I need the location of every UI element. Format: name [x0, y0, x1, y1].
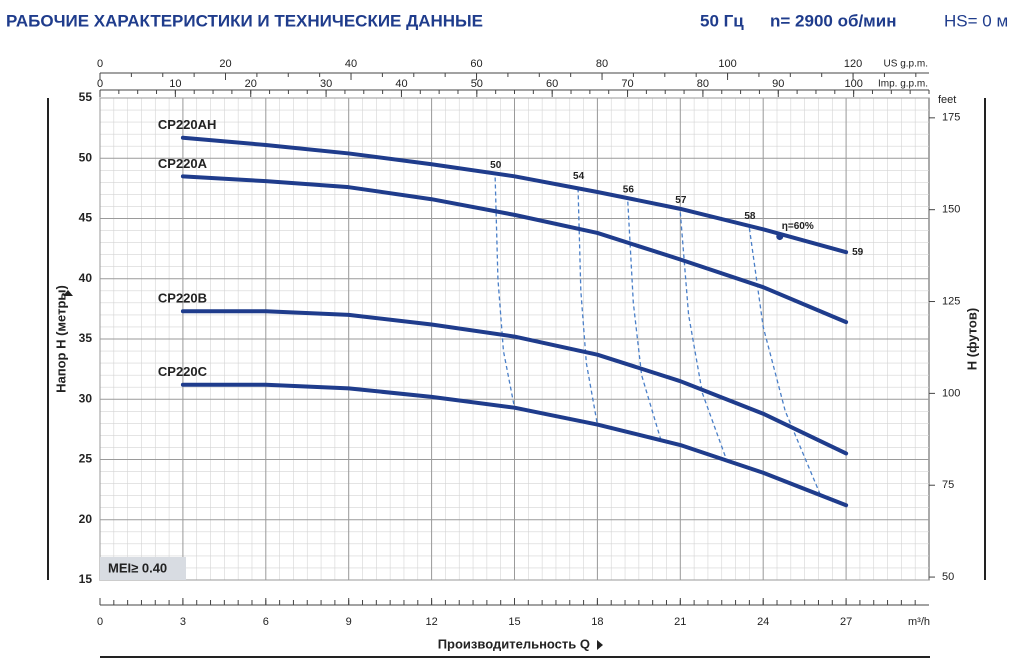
top-tick-label: 50: [471, 78, 483, 90]
y-tick-label: 50: [79, 150, 93, 164]
x-tick-label: 9: [346, 616, 352, 628]
y-tick-label: 15: [79, 572, 93, 586]
suction: HS= 0 м: [944, 11, 1008, 30]
x-tick-label: 24: [757, 616, 769, 628]
efficiency-line: [748, 228, 822, 498]
pump-curve: [180, 382, 849, 508]
top-tick-label: 70: [621, 78, 633, 90]
arrow: [63, 290, 73, 296]
arrow: [597, 640, 603, 650]
y-tick-label: 30: [79, 391, 93, 405]
y-tick-label: 20: [79, 512, 93, 526]
efficiency-label: 58: [744, 211, 756, 222]
efficiency-label: 50: [490, 160, 502, 171]
top-tick-label: 90: [772, 78, 784, 90]
top-tick-label: 40: [345, 58, 357, 70]
efficiency-label: 56: [623, 184, 635, 195]
x-axis-label: Производительность Q: [438, 636, 590, 651]
x-tick-label: 18: [591, 616, 603, 628]
y2-tick-label: 100: [942, 387, 960, 399]
top-tick-label: 20: [245, 78, 257, 90]
y2-tick-label: 125: [942, 295, 960, 307]
efficiency-line: [494, 177, 516, 408]
y2-tick-label: 150: [942, 204, 960, 216]
chart-title: РАБОЧИЕ ХАРАКТЕРИСТИКИ И ТЕХНИЧЕСКИЕ ДАН…: [6, 11, 483, 30]
pump-curve: [180, 309, 849, 456]
curve-label: CP220C: [158, 364, 208, 379]
y-tick-label: 55: [79, 90, 93, 104]
y-tick-label: 35: [79, 331, 93, 345]
speed: n= 2900 об/мин: [770, 11, 896, 30]
top-tick-label: 60: [546, 78, 558, 90]
x-unit: m³/h: [908, 616, 930, 628]
y-tick-label: 40: [79, 271, 93, 285]
efficiency-line: [627, 201, 662, 441]
top-tick-label: 60: [470, 58, 482, 70]
y-axis-label: Напор Н (метры): [53, 285, 68, 393]
top-tick-label: 100: [844, 78, 862, 90]
x-tick-label: 6: [263, 616, 269, 628]
y2-tick-label: 75: [942, 479, 954, 491]
efficiency-label: 59: [852, 247, 864, 258]
curve-label: CP220AH: [158, 117, 217, 132]
top-tick-label: 40: [395, 78, 407, 90]
mei-box: [100, 557, 186, 580]
efficiency-line: [679, 212, 728, 463]
efficiency-label: 54: [573, 171, 585, 182]
curve-label: CP220A: [158, 156, 208, 171]
grid: [99, 97, 929, 581]
top-tick-label: 100: [718, 58, 736, 70]
top-tick-label: 80: [697, 78, 709, 90]
x-tick-label: 3: [180, 616, 186, 628]
top-tick-label: 120: [844, 58, 862, 70]
y2-unit: feet: [938, 94, 956, 106]
top-axis-unit: US g.p.m.: [884, 59, 928, 70]
best-point-label: η=60%: [782, 221, 814, 232]
best-point: [776, 233, 784, 241]
y-tick-label: 25: [79, 452, 93, 466]
top-tick-label: 20: [219, 58, 231, 70]
top-axis-unit: Imp. g.p.m.: [878, 79, 928, 90]
pump-curve: [180, 174, 849, 325]
top-tick-label: 80: [596, 58, 608, 70]
top-tick-label: 10: [169, 78, 181, 90]
y-tick-label: 45: [79, 211, 93, 225]
x-tick-label: 12: [425, 616, 437, 628]
top-tick-label: 30: [320, 78, 332, 90]
frequency: 50 Гц: [700, 11, 744, 30]
mei: MEI≥ 0.40: [108, 560, 167, 575]
x-tick-label: 0: [97, 616, 103, 628]
x-tick-label: 21: [674, 616, 686, 628]
top-tick-label: 0: [97, 58, 103, 70]
x-tick-label: 27: [840, 616, 852, 628]
pump-curve: [180, 135, 849, 255]
y2-tick-label: 50: [942, 571, 954, 583]
y2-tick-label: 175: [942, 112, 960, 124]
curve-label: CP220B: [158, 291, 207, 306]
top-tick-label: 0: [97, 78, 103, 90]
efficiency-line: [577, 188, 599, 425]
y2-axis-label: H (футов): [964, 308, 979, 370]
x-tick-label: 15: [508, 616, 520, 628]
efficiency-label: 57: [675, 195, 687, 206]
